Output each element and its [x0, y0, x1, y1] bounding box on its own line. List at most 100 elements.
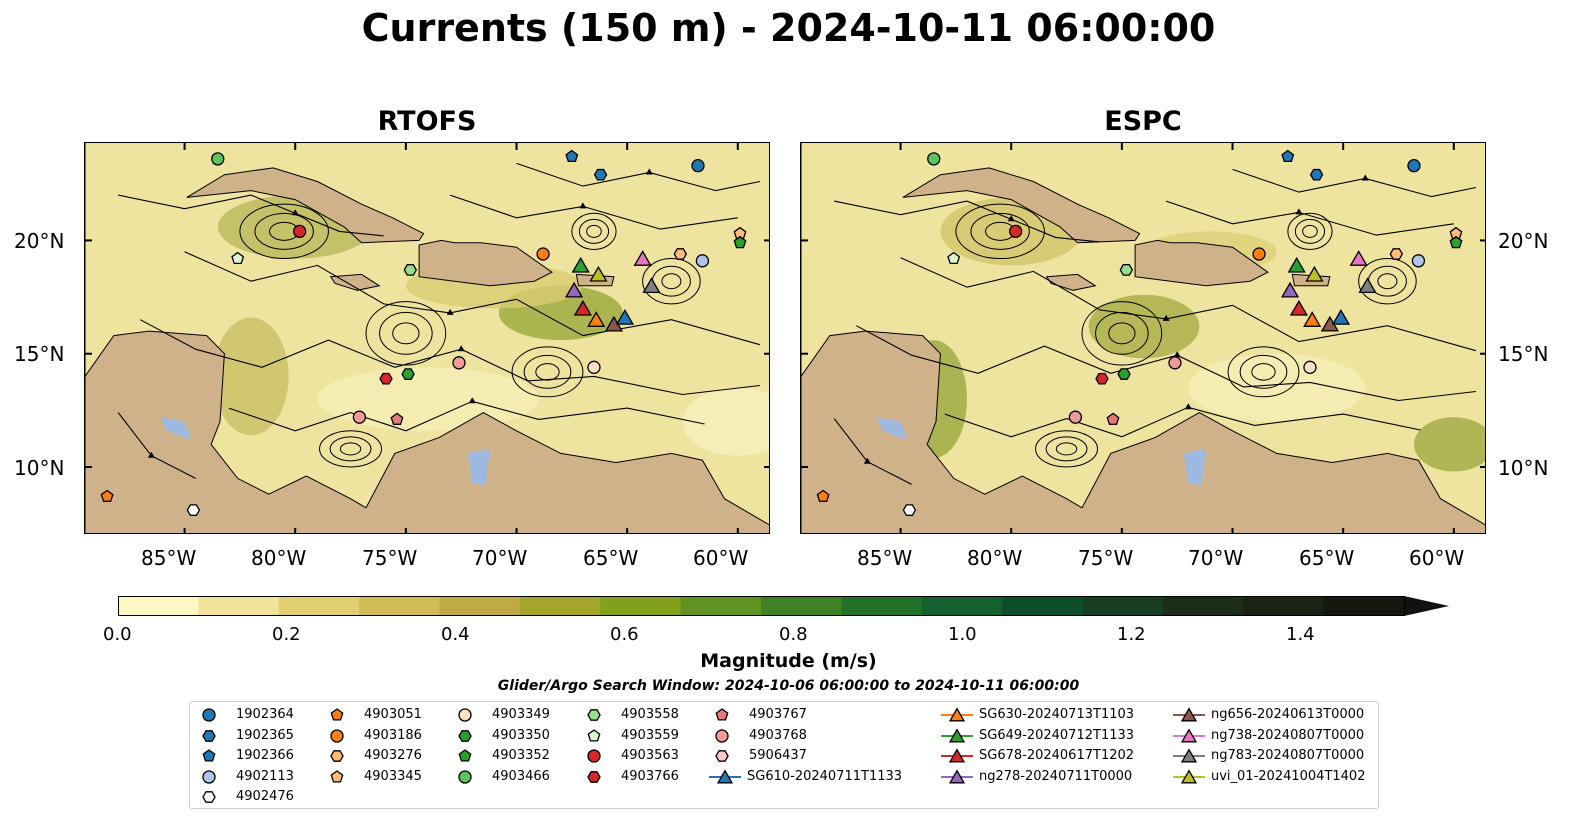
eddy-streamline [1302, 224, 1318, 238]
marker-4903051 [816, 489, 830, 502]
legend-marker [330, 728, 344, 743]
eddy-streamline [523, 354, 572, 389]
legend-marker [1180, 707, 1198, 722]
eddy-streamline [955, 203, 1045, 260]
colorbar-segment [1002, 596, 1084, 616]
legend-marker [202, 729, 216, 742]
lake [160, 417, 192, 440]
legend-label: 4902476 [236, 789, 294, 804]
streamline-arrow [645, 168, 653, 175]
eddy-streamline [1055, 442, 1078, 456]
streamline [140, 319, 760, 396]
marker-1902366 [565, 149, 579, 163]
land [1045, 273, 1097, 291]
colorbar-segment [1243, 596, 1325, 616]
marker-4902113 [1411, 254, 1426, 268]
legend-label: 4903276 [364, 748, 422, 763]
eddy-streamline [339, 442, 362, 456]
marker-4903276 [673, 248, 688, 260]
lon-tick-label: 70°W [472, 546, 528, 570]
legend-swatch [330, 728, 344, 743]
legend-marker [330, 769, 344, 783]
streamline [118, 194, 384, 237]
legend-label: ng738-20240807T0000 [1211, 727, 1365, 743]
legend-label: 4903766 [621, 768, 679, 784]
panel-title-espc: ESPC [1104, 106, 1182, 137]
marker-SG610-20240711T1133 [615, 308, 635, 325]
legend-marker [715, 750, 729, 762]
streamline-arrow [291, 209, 299, 216]
marker-SG610-20240711T1133 [1331, 308, 1351, 325]
legend: 1902364 1902365 1902366 4902113 4902476 49030… [189, 701, 1379, 809]
lat-tick-label: 15°N [14, 342, 65, 366]
legend-marker [1180, 768, 1198, 783]
legend-marker [458, 769, 472, 784]
marker-4903767 [390, 412, 404, 425]
legend-label: 1902366 [236, 748, 294, 763]
streamline-arrow [446, 308, 454, 315]
lon-tick-label: 60°W [693, 546, 749, 570]
marker-SG630-20240713T1103 [1303, 311, 1322, 327]
legend-swatch [1173, 768, 1205, 783]
eddy-streamline [1095, 311, 1149, 355]
colorbar-tick-label: 1.0 [948, 624, 977, 645]
lat-tick-label: 10°N [1498, 456, 1549, 480]
streamline [944, 406, 1421, 438]
colorbar-segment [1162, 596, 1244, 616]
lat-tick-label: 10°N [14, 456, 65, 480]
legend-marker [587, 770, 601, 783]
lon-tick-label: 60°W [1409, 546, 1465, 570]
land [85, 143, 769, 533]
eddy-streamline [319, 430, 383, 468]
marker-4903558 [403, 264, 418, 276]
marker-4903563 [293, 224, 307, 239]
streamline-arrow [1295, 208, 1303, 215]
eddy-streamline [578, 218, 610, 244]
eddy-streamline [379, 311, 433, 355]
map-panel-rtofs [84, 142, 770, 534]
colorbar-tick-label: 0.4 [441, 624, 470, 645]
legend-swatch [941, 707, 973, 722]
marker-1902364 [1407, 159, 1421, 173]
legend-swatch [330, 708, 344, 721]
eddy-streamline [392, 322, 420, 345]
legend-swatch [709, 768, 741, 783]
lon-tick-label: 75°W [1078, 546, 1134, 570]
legend-marker [715, 708, 729, 721]
legend-swatch [587, 709, 601, 721]
marker-SG678-20240617T1202 [1289, 299, 1309, 316]
eddy-streamline [535, 363, 560, 381]
legend-label: 4903558 [621, 707, 679, 722]
legend-swatch [715, 728, 729, 743]
streamline-arrow [1007, 215, 1015, 222]
legend-marker [330, 750, 344, 762]
legend-marker [587, 749, 601, 763]
legend-label: SG630-20240713T1103 [979, 707, 1135, 722]
eddy-streamline [1294, 218, 1326, 244]
streamline [856, 325, 1476, 402]
streamline-arrow [579, 202, 587, 209]
legend-swatch [202, 769, 216, 784]
legend-label: ng783-20240807T0000 [1211, 748, 1365, 763]
legend-swatch [458, 749, 472, 762]
eddy-streamline [1358, 258, 1417, 305]
legend-swatch [1173, 727, 1205, 742]
lat-tick-label: 20°N [14, 229, 65, 253]
marker-4903558 [1119, 264, 1134, 276]
marker-4903349 [587, 360, 601, 374]
legend-marker [716, 768, 734, 783]
streamline-arrow [863, 457, 871, 464]
marker-4903186 [536, 247, 550, 261]
marker-4903767 [1106, 412, 1120, 425]
legend-swatch [458, 708, 472, 722]
legend-marker [948, 707, 966, 722]
colorbar-segment [841, 596, 923, 616]
eddy-streamline [586, 224, 602, 238]
streamline-arrow [1162, 314, 1170, 321]
legend-swatch [330, 750, 344, 762]
legend-label: SG678-20240617T1202 [979, 748, 1135, 763]
eddy-streamline [1045, 436, 1088, 462]
marker-4903352 [733, 235, 747, 249]
streamline [834, 200, 1100, 243]
colorbar-segment [921, 596, 1003, 616]
